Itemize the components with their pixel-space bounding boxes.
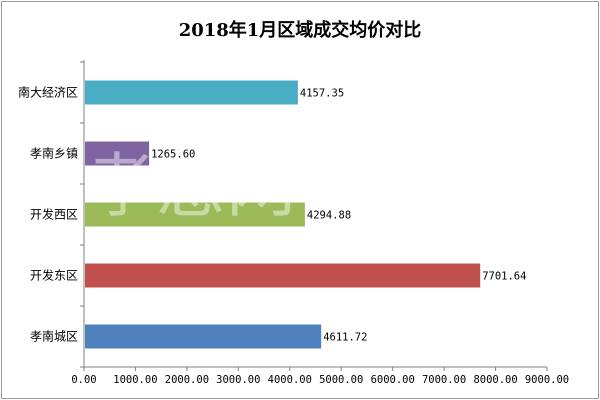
x-tick-label: 7000.00: [422, 374, 466, 386]
x-tick-label: 8000.00: [473, 374, 517, 386]
bar-4: [85, 263, 481, 288]
bars-layer: [85, 80, 481, 349]
bar-5: [85, 324, 322, 349]
watermark: 孝感网 0712fang .com: [86, 144, 526, 227]
bar-2: [85, 141, 150, 166]
watermark-text-url: 0712fang: [345, 144, 526, 184]
category-label: 南大经济区: [18, 85, 78, 100]
category-label: 开发东区: [30, 268, 78, 283]
data-label: 1265.60: [151, 149, 195, 161]
x-tick-label: 9000.00: [525, 374, 569, 386]
bar-3: [85, 202, 305, 227]
x-tick-label: 1000.00: [113, 374, 157, 386]
data-label: 4294.88: [307, 210, 351, 222]
bar-1: [85, 80, 298, 105]
category-label: 孝南乡镇: [30, 146, 78, 161]
x-tick-label: 3000.00: [216, 374, 260, 386]
category-label: 孝南城区: [30, 329, 78, 344]
category-label: 开发西区: [30, 207, 78, 222]
watermark-text-cn: 孝感网: [86, 145, 296, 227]
labels-layer: 南大经济区 4157.35 孝南乡镇 1265.60 开发西区 4294.88 开发东区 77…: [18, 85, 526, 344]
watermark-text-dotcom: .com: [370, 177, 473, 221]
x-tick-label: 0.00: [71, 374, 96, 386]
x-tick-label: 4000.00: [268, 374, 312, 386]
x-tick-label: 5000.00: [319, 374, 363, 386]
data-label: 4157.35: [300, 88, 344, 100]
x-tick-label: 6000.00: [371, 374, 415, 386]
axis-layer: 0.00 1000.00 2000.00 3000.00 4000.00 5000.00 6…: [71, 60, 569, 386]
data-label: 4611.72: [323, 332, 367, 344]
chart-title: 2018年1月区域成交均价对比: [179, 19, 422, 41]
x-tick-label: 2000.00: [165, 374, 209, 386]
data-label: 7701.64: [482, 271, 526, 283]
